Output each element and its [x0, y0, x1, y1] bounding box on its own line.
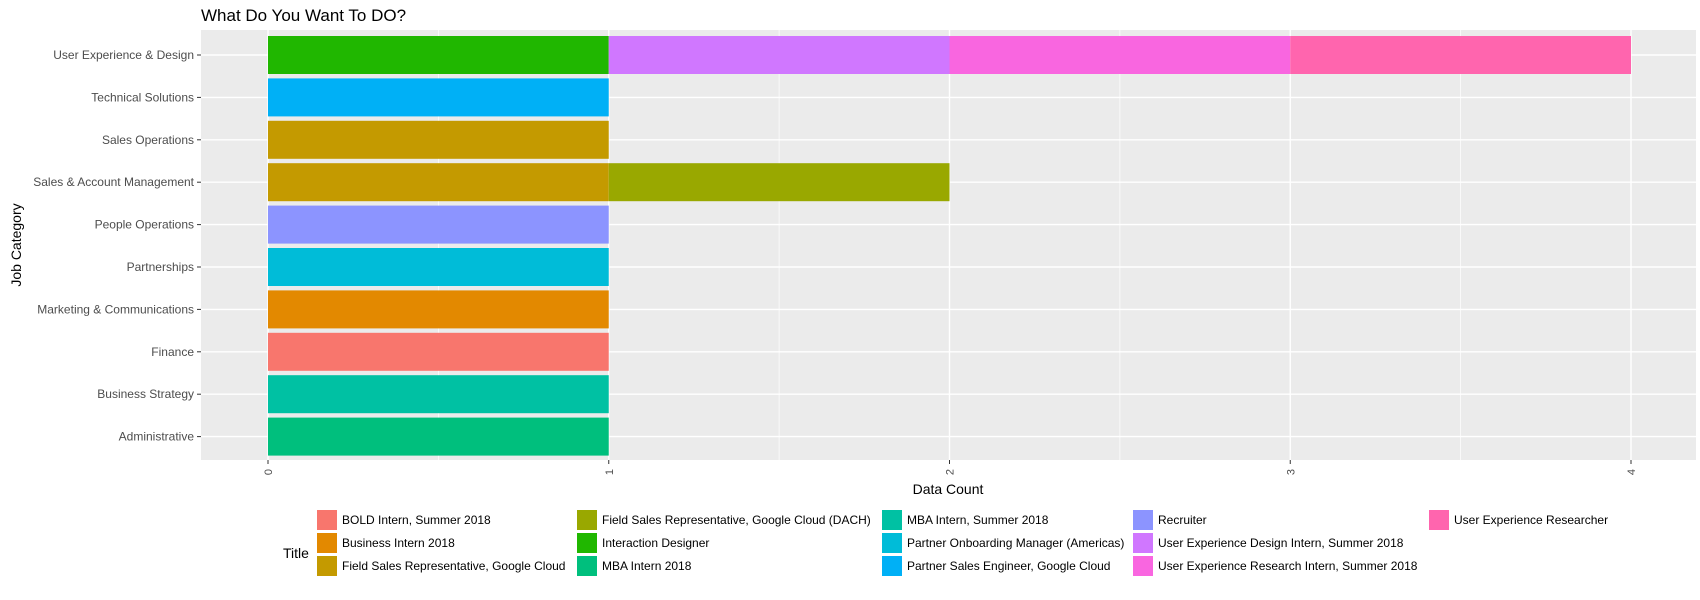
- legend-swatch: [1429, 510, 1449, 530]
- bar-administrative-mba-intern-2018: [268, 417, 609, 456]
- legend-item-mba-intern-2018: MBA Intern 2018: [577, 556, 692, 576]
- legend-label: User Experience Research Intern, Summer …: [1158, 559, 1418, 573]
- y-tick-label: Partnerships: [127, 260, 194, 274]
- legend-label: Interaction Designer: [602, 536, 709, 550]
- legend-label: User Experience Researcher: [1454, 513, 1608, 527]
- legend-swatch: [882, 510, 902, 530]
- bars: [268, 36, 1631, 456]
- legend-item-recruiter: Recruiter: [1133, 510, 1207, 530]
- x-tick-label: 0: [263, 469, 275, 475]
- legend-label: BOLD Intern, Summer 2018: [342, 513, 491, 527]
- legend-item-mba-intern-summer-2018: MBA Intern, Summer 2018: [882, 510, 1049, 530]
- x-axis-label: Data Count: [913, 481, 984, 497]
- bar-sales-account-management-field-sales-representative-google-cloud-dach: [608, 163, 950, 202]
- legend-swatch: [577, 510, 597, 530]
- legend-item-partner-onboarding-manager-americas: Partner Onboarding Manager (Americas): [882, 533, 1124, 553]
- legend: Title BOLD Intern, Summer 2018 Business I…: [283, 510, 1608, 576]
- bar-marketing-communications-business-intern-2018: [268, 290, 609, 329]
- legend-label: User Experience Design Intern, Summer 20…: [1158, 536, 1404, 550]
- y-tick-label: User Experience & Design: [53, 48, 194, 62]
- legend-swatch: [882, 533, 902, 553]
- legend-item-field-sales-representative-google-cloud: Field Sales Representative, Google Cloud: [317, 556, 565, 576]
- legend-swatch: [317, 556, 337, 576]
- legend-item-user-experience-design-intern-summer-2018: User Experience Design Intern, Summer 20…: [1133, 533, 1404, 553]
- legend-label: Recruiter: [1158, 513, 1207, 527]
- legend-label: Partner Onboarding Manager (Americas): [907, 536, 1124, 550]
- y-axis-label: Job Category: [8, 203, 24, 286]
- bar-finance-bold-intern-summer-2018: [268, 332, 609, 371]
- x-tick-label: 3: [1285, 469, 1297, 475]
- x-axis-ticks: 0 1 2 3 4: [263, 460, 1638, 475]
- y-axis-ticks: User Experience & Design Technical Soluti…: [33, 48, 201, 444]
- legend-label: Partner Sales Engineer, Google Cloud: [907, 559, 1110, 573]
- legend-label: Field Sales Representative, Google Cloud…: [602, 513, 871, 527]
- bar-sales-account-management-field-sales-representative-google-cloud: [268, 163, 609, 202]
- x-tick-label: 4: [1626, 469, 1638, 475]
- x-tick-label: 2: [945, 469, 957, 475]
- y-tick-label: Technical Solutions: [91, 90, 194, 104]
- bar-user-experience-design-interaction-designer: [268, 36, 609, 74]
- legend-item-interaction-designer: Interaction Designer: [577, 533, 709, 553]
- legend-swatch: [317, 533, 337, 553]
- legend-swatch: [1133, 556, 1153, 576]
- legend-swatch: [577, 556, 597, 576]
- bar-user-experience-design-user-experience-researcher: [1290, 36, 1631, 74]
- legend-title: Title: [283, 545, 309, 561]
- legend-label: Field Sales Representative, Google Cloud: [342, 559, 565, 573]
- y-tick-label: Sales Operations: [102, 133, 194, 147]
- bar-sales-operations-field-sales-representative-google-cloud: [268, 120, 609, 159]
- legend-label: MBA Intern 2018: [602, 559, 692, 573]
- y-tick-label: Finance: [151, 345, 194, 359]
- legend-swatch: [577, 533, 597, 553]
- y-tick-label: Administrative: [119, 430, 195, 444]
- legend-item-user-experience-researcher: User Experience Researcher: [1429, 510, 1608, 530]
- legend-swatch: [882, 556, 902, 576]
- x-tick-label: 1: [604, 469, 616, 475]
- legend-item-field-sales-representative-google-cloud-dach: Field Sales Representative, Google Cloud…: [577, 510, 871, 530]
- bar-people-operations-recruiter: [268, 205, 609, 244]
- y-tick-label: Marketing & Communications: [37, 302, 194, 316]
- legend-label: Business Intern 2018: [342, 536, 455, 550]
- bar-technical-solutions-partner-sales-engineer-google-cloud: [268, 78, 609, 117]
- y-tick-label: Sales & Account Management: [33, 175, 194, 189]
- chart-title: What Do You Want To DO?: [201, 6, 406, 25]
- legend-item-business-intern-2018: Business Intern 2018: [317, 533, 455, 553]
- legend-swatch: [1133, 533, 1153, 553]
- legend-label: MBA Intern, Summer 2018: [907, 513, 1049, 527]
- bar-user-experience-design-user-experience-research-intern-summer-2018: [949, 36, 1291, 74]
- bar-partnerships-partner-onboarding-manager-americas: [268, 248, 609, 286]
- legend-swatch: [317, 510, 337, 530]
- y-tick-label: People Operations: [95, 218, 194, 232]
- legend-swatch: [1133, 510, 1153, 530]
- legend-item-partner-sales-engineer-google-cloud: Partner Sales Engineer, Google Cloud: [882, 556, 1110, 576]
- legend-item-user-experience-research-intern-summer-2018: User Experience Research Intern, Summer …: [1133, 556, 1418, 576]
- bar-business-strategy-mba-intern-summer-2018: [268, 375, 609, 414]
- legend-item-bold-intern-summer-2018: BOLD Intern, Summer 2018: [317, 510, 491, 530]
- legend-items: BOLD Intern, Summer 2018 Business Intern …: [317, 510, 1608, 576]
- y-tick-label: Business Strategy: [97, 387, 194, 401]
- bar-user-experience-design-user-experience-design-intern-summer-2018: [608, 36, 950, 74]
